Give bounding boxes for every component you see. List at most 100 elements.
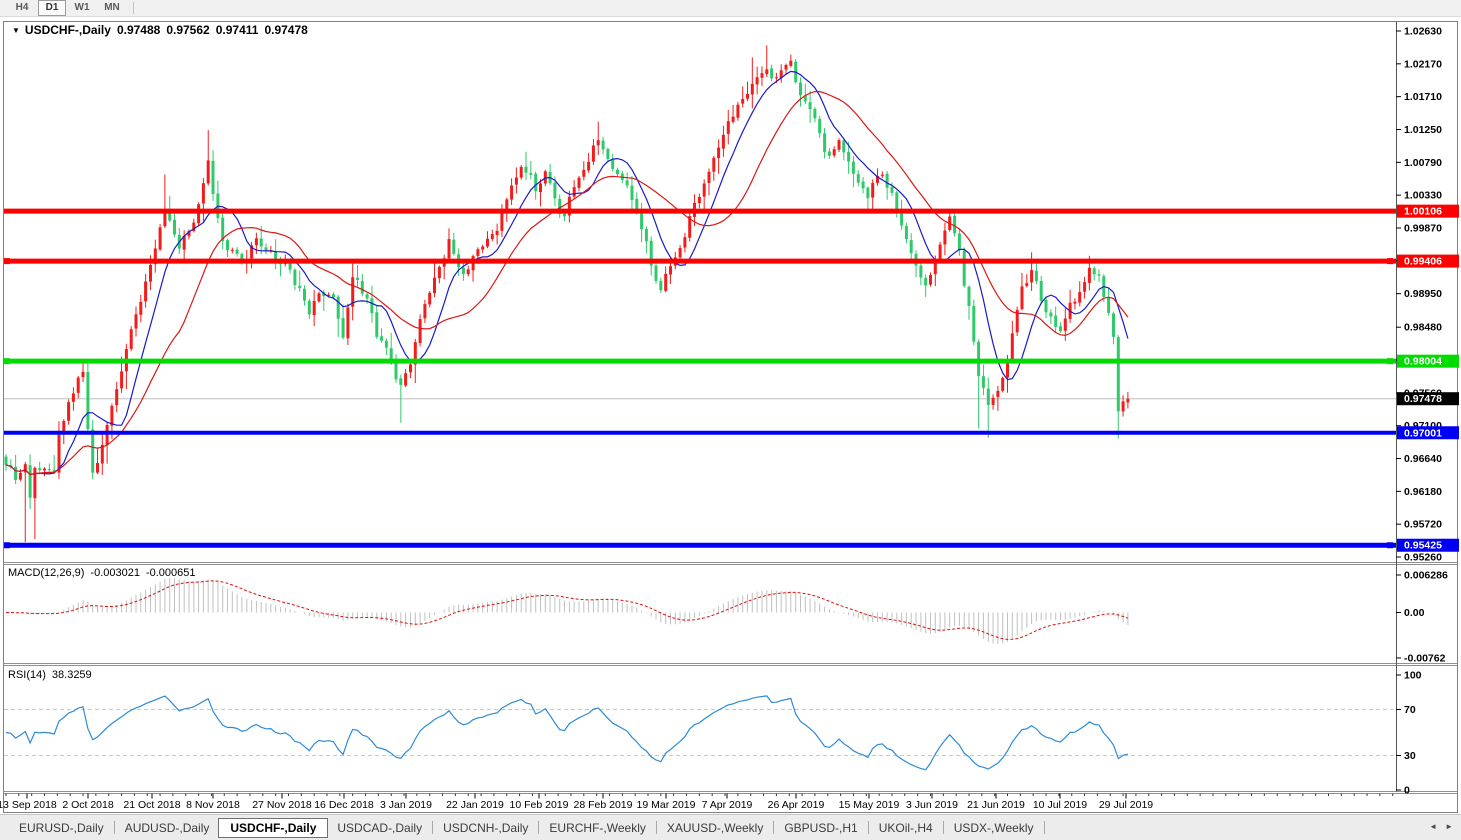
svg-text:0.00: 0.00 [1404,607,1425,619]
candle-body [428,292,432,305]
candle-body [799,82,802,96]
line-handle[interactable] [1387,358,1393,365]
ohlc-open: 0.97488 [116,23,161,37]
candle-body [967,286,971,306]
tab-usdcnh-daily[interactable]: USDCNH-,Daily [443,820,529,835]
candle-body [1034,270,1038,282]
candle-body [669,266,672,275]
candle-body [1020,286,1024,310]
candle-body [1087,267,1091,283]
candle-body [384,340,388,348]
candle-body [28,465,32,498]
tab-audusd-daily[interactable]: AUDUSD-,Daily [124,820,210,835]
svg-text:0: 0 [1404,784,1410,796]
candle-body [433,277,436,294]
line-handle[interactable] [4,542,10,549]
candle-body [423,304,427,319]
line-handle[interactable] [4,358,10,365]
candle-body [149,265,152,282]
svg-text:3 Jan 2019: 3 Jan 2019 [380,799,432,811]
candle-body [654,265,658,281]
candle-body [635,198,639,213]
svg-text:2 Oct 2018: 2 Oct 2018 [62,799,114,811]
tab-eurusd-daily[interactable]: EURUSD-,Daily [19,820,104,835]
tab-scroll-left-icon[interactable]: ◄ [1429,822,1438,831]
line-handle[interactable] [1387,258,1393,265]
macd-name: MACD [8,567,41,579]
tab-eurchf-weekly[interactable]: EURCHF-,Weekly [549,820,646,835]
svg-text:19 Mar 2019: 19 Mar 2019 [637,799,696,811]
candle-body [1083,282,1087,292]
tab-separator [773,821,775,834]
candle-body [240,253,244,264]
tab-usdchf-daily[interactable]: USDCHF-,Daily [218,817,329,838]
timeframe-button-w1[interactable]: W1 [74,2,90,13]
candle-body [500,211,504,231]
svg-text:0.96640: 0.96640 [1404,453,1442,465]
timeframe-button-h4[interactable]: H4 [15,2,29,13]
candle-body [582,169,586,177]
candle-body [356,277,359,280]
candle-body [900,210,904,226]
candle-body [96,463,99,473]
candle-body [514,177,518,185]
candle-body [81,371,85,378]
timeframe-button-d1[interactable]: D1 [38,0,66,16]
candle-body [688,216,692,238]
candle-body [23,464,27,473]
candle-body [365,294,369,299]
tab-separator [942,821,944,834]
candle-body [1039,281,1043,301]
candle-body [534,173,538,192]
ohlc-low: 0.97411 [215,23,259,37]
rsi-line [5,695,1129,771]
candle-body [67,402,71,421]
timeframe-button-mn[interactable]: MN [104,2,120,13]
tab-separator [867,821,869,834]
tab-usdcad-daily[interactable]: USDCAD-,Daily [337,820,423,835]
svg-text:0.006286: 0.006286 [1404,570,1448,582]
candle-body [842,140,846,153]
candle-body [303,288,306,301]
candle-body [452,239,456,254]
line-handle[interactable] [1387,542,1393,549]
candle-body [375,312,379,337]
candle-body [466,269,470,275]
chart-dropdown-icon[interactable]: ▼ [12,26,20,35]
candle-body [322,292,326,297]
candle-body [168,210,172,221]
candle-body [120,371,124,389]
candle-body [52,469,56,473]
candle-body [211,160,215,194]
candle-body [587,161,591,171]
candle-body [640,212,644,230]
candle-body [1063,318,1067,331]
candle-body [856,174,860,183]
candle-body [293,269,297,286]
candle-body [606,149,610,159]
tab-gbpusd-h1[interactable]: GBPUSD-,H1 [784,820,858,835]
candle-body [789,60,793,66]
candle-body [885,173,889,188]
candle-body [876,176,879,183]
candle-body [721,134,725,149]
line-handle[interactable] [4,258,10,265]
tab-separator [655,821,657,834]
candle-body [943,230,947,245]
candle-body [129,329,133,349]
tab-ukoil-h4[interactable]: UKOil-,H4 [878,820,933,835]
tab-usdx-weekly[interactable]: USDX-,Weekly [953,820,1034,835]
svg-text:26 Apr 2019: 26 Apr 2019 [768,799,825,811]
tab-scroll-arrows: ◄ ► [1429,822,1453,831]
candle-body [18,473,22,480]
candle-body [717,147,721,159]
axis-price-badge [1397,254,1459,268]
candle-body [929,275,932,285]
rsi-value: 38.3259 [51,669,92,681]
candle-body [981,376,985,388]
tab-xauusd-weekly[interactable]: XAUUSD-,Weekly [666,820,764,835]
candle-body [558,198,562,214]
candle-body [770,68,774,79]
candle-body [861,181,865,189]
tab-scroll-right-icon[interactable]: ► [1445,822,1453,831]
